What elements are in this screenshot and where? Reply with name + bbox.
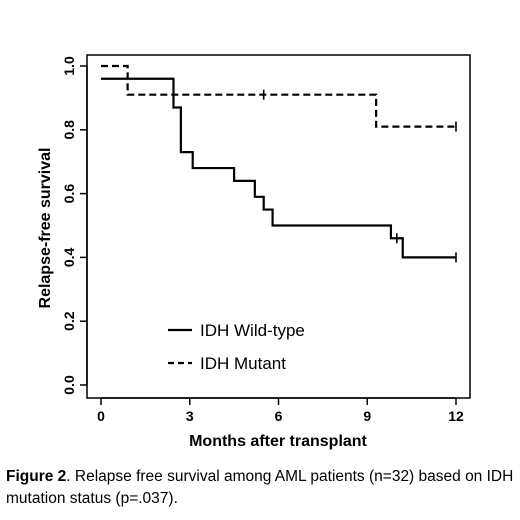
x-tick-label: 6 [275, 408, 283, 424]
y-axis-label: Relapse-free survival [37, 148, 54, 309]
legend-label: IDH Mutant [200, 354, 286, 373]
y-tick-label: 0.0 [61, 375, 77, 395]
survival-chart: 0 3 6 9 120.00.20.40.60.81.0 IDH Wild-typeID… [37, 54, 471, 450]
y-tick-label: 0.6 [61, 184, 77, 204]
x-tick-label: 9 [363, 408, 371, 424]
caption-label: Figure 2 [6, 468, 67, 485]
series-line-wild-type [101, 77, 456, 259]
y-tick-label: 0.4 [61, 247, 77, 267]
caption-text: . Relapse free survival among AML patien… [6, 468, 514, 507]
figure-caption: Figure 2. Relapse free survival among AM… [6, 466, 518, 510]
y-tick-label: 0.2 [61, 311, 77, 331]
series-layer [101, 64, 457, 263]
series-line-mutant [101, 64, 456, 128]
x-tick-label: 12 [448, 408, 464, 424]
y-tick-label: 1.0 [61, 56, 77, 76]
x-tick-label: 3 [186, 408, 194, 424]
y-tick-label: 0.8 [61, 120, 77, 140]
x-tick-label: 0 [97, 408, 105, 424]
axes: 0 3 6 9 12 0.0 0.2 0.4 0.6 0.8 1.0 [61, 56, 464, 424]
legend-label: IDH Wild-type [200, 321, 305, 340]
x-axis-label: Months after transplant [189, 433, 367, 450]
legend: IDH Wild-type IDH Mutant [168, 321, 305, 373]
